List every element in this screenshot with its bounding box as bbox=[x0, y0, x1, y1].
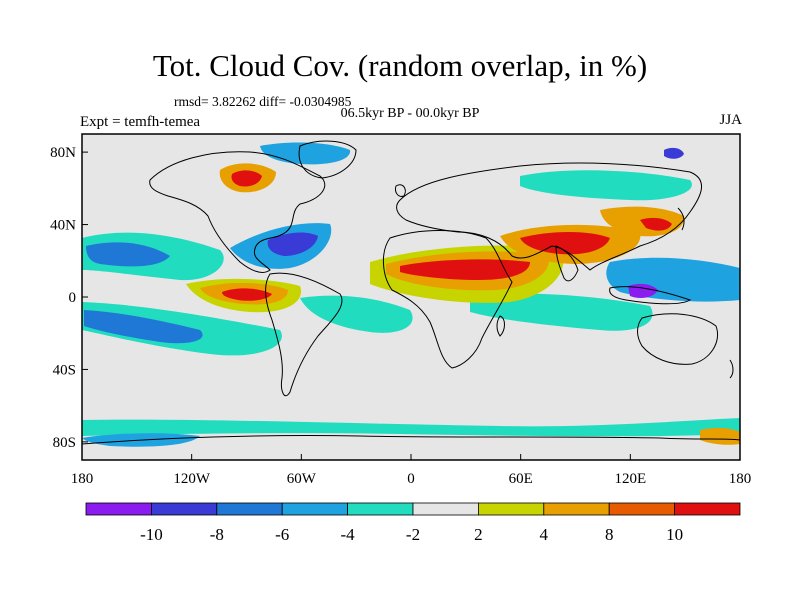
colorbar: -10 -8 -6 -4 -2 2 4 8 10 bbox=[85, 502, 741, 544]
coastline-eurasia bbox=[396, 162, 702, 271]
anomaly-atlantic-southern bbox=[300, 295, 413, 333]
anomaly-arctic-east bbox=[664, 147, 684, 159]
coastline-uk bbox=[395, 184, 406, 197]
colorbar-label: -10 bbox=[140, 525, 163, 544]
rmsd-diff-stats: rmsd= 3.82262 diff= -0.0304985 bbox=[174, 94, 352, 109]
x-tick-label: 180 bbox=[71, 471, 94, 487]
y-tick-label: 40N bbox=[50, 218, 76, 234]
coastline-greenland bbox=[298, 140, 357, 179]
y-tick-label: 40S bbox=[53, 362, 76, 378]
anomaly-southern-ocean bbox=[82, 418, 740, 437]
colorbar-label: -6 bbox=[275, 525, 289, 544]
anomaly-canada-core bbox=[231, 170, 262, 187]
x-tick-label: 120W bbox=[173, 471, 211, 487]
x-tick-label: 60W bbox=[287, 471, 317, 487]
colorbar-swatch bbox=[608, 502, 676, 516]
x-tick-label: 180 bbox=[729, 471, 752, 487]
y-tick-label: 80S bbox=[53, 435, 76, 451]
colorbar-swatch bbox=[150, 502, 218, 516]
colorbar-swatch bbox=[347, 502, 414, 516]
x-tick-label: 0 bbox=[407, 471, 415, 487]
coastline-japan bbox=[677, 207, 685, 231]
anomaly-south-pacific-core bbox=[84, 310, 203, 344]
x-tick-label: 60E bbox=[509, 471, 533, 487]
coastlines bbox=[82, 140, 740, 445]
anomaly-east-asia-core bbox=[640, 217, 672, 231]
colorbar-label: -8 bbox=[210, 525, 224, 544]
y-axis: 80N 40N 0 40S 80S bbox=[50, 145, 88, 451]
colorbar-swatch bbox=[477, 502, 545, 516]
season-label: JJA bbox=[719, 112, 742, 128]
coastline-south-america bbox=[265, 272, 343, 397]
anomaly-sahel-band-core bbox=[400, 259, 530, 280]
anomaly-tropical-atlantic-core bbox=[222, 288, 272, 301]
coastline-southeast-asia-islands bbox=[609, 286, 692, 305]
coastline-antarctica bbox=[82, 434, 740, 445]
colorbar-swatch bbox=[85, 502, 152, 516]
x-tick-label: 120E bbox=[614, 471, 646, 487]
colorbar-swatch bbox=[281, 502, 349, 516]
y-tick-label: 80N bbox=[50, 145, 76, 161]
anomaly-southern-pacific-warm bbox=[700, 427, 740, 445]
colorbar-swatch bbox=[543, 502, 610, 516]
coastline-india bbox=[555, 245, 579, 282]
colorbar-label: -4 bbox=[341, 525, 356, 544]
coastline-north-america bbox=[149, 151, 326, 273]
anomaly-fields bbox=[82, 142, 740, 447]
anomaly-arabia-india-core bbox=[520, 232, 610, 255]
anomaly-north-pacific bbox=[520, 170, 692, 201]
coastline-africa bbox=[383, 230, 513, 369]
anomaly-indian-ocean bbox=[470, 293, 653, 331]
x-axis: 180 120W 60W 0 60E 120E 180 bbox=[71, 454, 752, 487]
colorbar-label: 2 bbox=[474, 525, 483, 544]
colorbar-label: -2 bbox=[406, 525, 420, 544]
coastline-new-zealand bbox=[729, 359, 734, 379]
colorbar-swatch bbox=[216, 502, 283, 516]
colorbar-label: 10 bbox=[666, 525, 683, 544]
y-tick-label: 0 bbox=[69, 290, 77, 306]
map-title: Tot. Cloud Cov. (random overlap, in %) bbox=[152, 48, 648, 83]
colorbar-label: 8 bbox=[605, 525, 614, 544]
colorbar-swatch bbox=[412, 502, 479, 516]
time-period-label: 06.5kyr BP - 00.0kyr BP bbox=[340, 106, 480, 121]
anomaly-gulf-of-mexico-core bbox=[267, 232, 318, 256]
anomaly-eastern-pacific-north-core bbox=[86, 242, 170, 267]
coastline-madagascar bbox=[496, 315, 505, 337]
colorbar-label: 4 bbox=[540, 525, 549, 544]
colorbar-swatch bbox=[674, 502, 741, 516]
coastline-australia bbox=[637, 313, 718, 365]
experiment-label: Expt = temfh-temea bbox=[80, 114, 201, 130]
